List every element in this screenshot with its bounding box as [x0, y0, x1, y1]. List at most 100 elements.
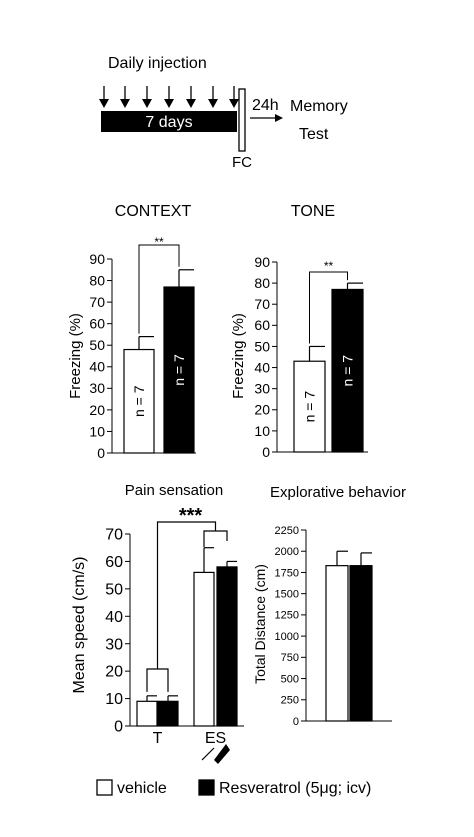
- fc-label: FC: [232, 154, 252, 171]
- significance-bracket: [309, 271, 348, 344]
- pain-significance: ***: [146, 505, 228, 692]
- context-ylabel: Freezing (%): [67, 313, 84, 399]
- explore-chart: Explorative behavior Total Distance (cm)…: [252, 484, 406, 728]
- tone-y-ticks: 0 10 20 30 40 50 60 70 80 90: [254, 254, 277, 460]
- y-tick-label: 50: [105, 581, 123, 598]
- n-label: n = 7: [340, 355, 356, 387]
- injection-arrow-head: [229, 99, 239, 108]
- pain-title: Pain sensation: [125, 482, 223, 499]
- bar-resveratrol: [163, 286, 195, 454]
- bar-vehicle: [136, 700, 158, 727]
- y-tick-label: 90: [254, 254, 270, 270]
- significance-stars: **: [154, 235, 164, 249]
- y-tick-label: 30: [89, 380, 105, 396]
- injection-arrow-head: [120, 99, 130, 108]
- explore-y-ticks: 0 250 500 750 1000 1250 1500 1750 2000 2250: [275, 525, 306, 728]
- y-tick-label: 30: [254, 381, 270, 397]
- protocol-diagram: Daily injection 7 days FC 24h Memory Tes…: [99, 55, 348, 171]
- y-tick-label: 0: [97, 445, 105, 461]
- y-tick-label: 70: [89, 294, 105, 310]
- injection-arrow-head: [208, 99, 218, 108]
- bar-vehicle: [293, 360, 326, 453]
- y-tick-label: 30: [105, 636, 123, 653]
- legend: vehicle Resveratrol (5μg; icv): [96, 779, 371, 797]
- injection-arrow-head: [164, 99, 174, 108]
- y-tick-label: 70: [105, 527, 123, 544]
- explore-bars: [325, 550, 373, 722]
- context-significance: **: [138, 235, 180, 334]
- y-tick-label: 60: [105, 554, 123, 571]
- injection-arrow-head: [99, 99, 109, 108]
- bar-resveratrol: [157, 700, 179, 727]
- delay-arrow-head: [275, 114, 283, 122]
- y-tick-label: 250: [281, 695, 299, 707]
- bar-vehicle: [325, 565, 349, 722]
- y-tick-label: 0: [262, 444, 270, 460]
- context-chart: CONTEXT Freezing (%) 0 10 20 30 40 50 60 70 80 90…: [67, 203, 196, 461]
- y-tick-label: 750: [281, 652, 299, 664]
- y-tick-label: 500: [281, 673, 299, 685]
- y-tick-label: 40: [254, 359, 270, 375]
- pain-bars: T ES: [136, 547, 238, 747]
- injection-label: Daily injection: [108, 55, 207, 72]
- memory-test-label-1: Memory: [290, 98, 348, 115]
- tone-title: TONE: [291, 203, 335, 220]
- y-tick-label: 20: [105, 664, 123, 681]
- y-tick-label: 20: [254, 402, 270, 418]
- y-tick-label: 50: [254, 338, 270, 354]
- pain-chart: Pain sensation Mean speed (cm/s) 0 10 20 30…: [71, 482, 244, 764]
- x-category-label: T: [153, 730, 163, 747]
- injection-arrows: [99, 86, 239, 108]
- y-tick-label: 1750: [275, 567, 299, 579]
- injection-arrow-head: [142, 99, 152, 108]
- bar-resveratrol: [216, 566, 238, 727]
- y-tick-label: 90: [89, 251, 105, 267]
- shock-arrow-icon: [201, 744, 230, 764]
- pain-ylabel: Mean speed (cm/s): [71, 557, 88, 694]
- n-label: n = 7: [131, 385, 147, 417]
- legend-label-resveratrol: Resveratrol (5μg; icv): [219, 780, 371, 797]
- y-tick-label: 70: [254, 296, 270, 312]
- y-tick-label: 10: [105, 691, 123, 708]
- fc-marker: [238, 88, 246, 152]
- memory-test-label-2: Test: [299, 126, 329, 143]
- y-tick-label: 2000: [275, 546, 299, 558]
- bar-resveratrol: [331, 288, 364, 453]
- bracket-t: [146, 668, 169, 692]
- y-tick-label: 2250: [275, 525, 299, 537]
- tone-bars: n = 7 n = 7: [293, 282, 364, 453]
- y-tick-label: 1250: [275, 610, 299, 622]
- bar-vehicle: [123, 348, 155, 454]
- explore-title: Explorative behavior: [270, 484, 406, 501]
- y-tick-label: 80: [254, 275, 270, 291]
- y-tick-label: 20: [89, 402, 105, 418]
- bracket-es: [203, 530, 228, 547]
- explore-ylabel: Total Distance (cm): [252, 564, 268, 684]
- y-tick-label: 40: [89, 359, 105, 375]
- injection-arrow-head: [186, 99, 196, 108]
- y-tick-label: 0: [114, 719, 123, 736]
- y-tick-label: 10: [254, 423, 270, 439]
- context-title: CONTEXT: [115, 203, 192, 220]
- duration-label: 7 days: [145, 114, 192, 131]
- significance-stars: ***: [179, 505, 203, 527]
- n-label: n = 7: [302, 391, 318, 423]
- y-tick-label: 1500: [275, 589, 299, 601]
- pain-y-ticks: 0 10 20 30 40 50 60 70: [105, 527, 130, 736]
- bar-resveratrol: [349, 565, 373, 722]
- delay-label: 24h: [252, 97, 279, 114]
- legend-label-vehicle: vehicle: [117, 780, 167, 797]
- tone-significance: **: [309, 259, 348, 344]
- y-tick-label: 60: [89, 316, 105, 332]
- y-tick-label: 80: [89, 272, 105, 288]
- y-tick-label: 40: [105, 609, 123, 626]
- tone-chart: TONE Freezing (%) 0 10 20 30 40 50 60 70 80 90 n …: [230, 203, 368, 460]
- y-tick-label: 60: [254, 317, 270, 333]
- y-tick-label: 1000: [275, 631, 299, 643]
- treatment-bar: [101, 111, 237, 132]
- bracket-comparison: [156, 521, 217, 669]
- tone-ylabel: Freezing (%): [230, 313, 247, 399]
- y-tick-label: 50: [89, 337, 105, 353]
- y-tick-label: 10: [89, 423, 105, 439]
